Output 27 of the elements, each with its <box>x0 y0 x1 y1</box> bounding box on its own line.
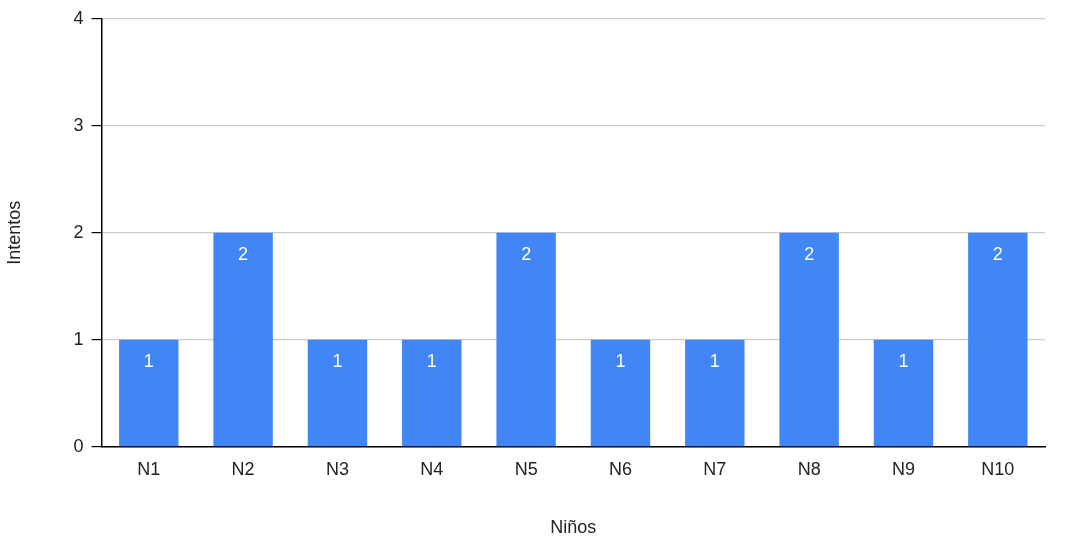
y-tick-label: 3 <box>73 114 84 135</box>
x-tick-label: N6 <box>608 458 632 479</box>
data-label: 1 <box>898 350 909 371</box>
x-tick-label: N10 <box>981 458 1015 479</box>
data-label: 1 <box>426 350 437 371</box>
data-label: 1 <box>143 350 154 371</box>
x-tick-label: N9 <box>891 458 915 479</box>
y-axis-title: Intentos <box>3 200 24 265</box>
x-tick-label: N2 <box>231 458 255 479</box>
data-label: 2 <box>521 243 532 264</box>
data-label: 1 <box>615 350 626 371</box>
y-tick-label: 1 <box>73 328 84 349</box>
y-tick-label: 0 <box>73 435 84 456</box>
x-tick-label: N1 <box>137 458 161 479</box>
data-label: 1 <box>709 350 720 371</box>
x-axis-title: Niños <box>550 517 597 538</box>
x-tick-label: N3 <box>325 458 349 479</box>
x-tick-label: N4 <box>420 458 444 479</box>
y-tick-label: 2 <box>73 221 84 242</box>
data-label: 2 <box>238 243 249 264</box>
x-tick-label: N8 <box>797 458 821 479</box>
x-tick-label: N7 <box>703 458 727 479</box>
data-label: 2 <box>804 243 815 264</box>
data-label: 2 <box>992 243 1003 264</box>
data-label: 1 <box>332 350 343 371</box>
x-tick-label: N5 <box>514 458 538 479</box>
y-tick-label: 4 <box>73 7 84 28</box>
